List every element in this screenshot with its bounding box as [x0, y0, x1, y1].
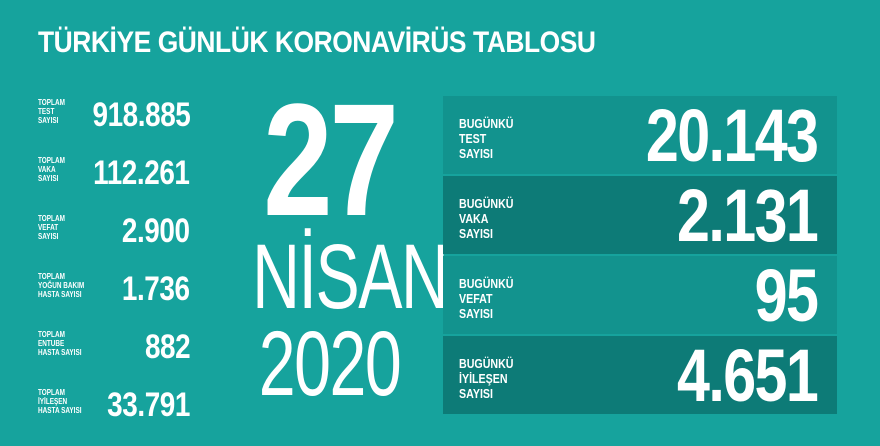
total-deaths: TOPLAM VEFAT SAYISI 2.900 — [38, 212, 190, 272]
today-cases: BUGÜNKÜ VAKA SAYISI 2.131 — [443, 176, 837, 254]
label: TOPLAM YOĞUN BAKIM HASTA SAYISI — [38, 272, 85, 299]
total-cases: TOPLAM VAKA SAYISI 112.261 — [38, 154, 191, 214]
total-intubated: TOPLAM ENTUBE HASTA SAYISI 882 — [38, 328, 191, 388]
label: TOPLAM İYİLEŞEN HASTA SAYISI — [38, 388, 82, 415]
today-recovered: BUGÜNKÜ İYİLEŞEN SAYISI 4.651 — [443, 336, 837, 414]
label: BUGÜNKÜ VEFAT SAYISI — [459, 276, 514, 321]
value: 882 — [144, 328, 191, 366]
label: TOPLAM VAKA SAYISI — [38, 156, 65, 183]
label: TOPLAM VEFAT SAYISI — [38, 214, 65, 241]
label: TOPLAM TEST SAYISI — [38, 98, 65, 125]
label: TOPLAM ENTUBE HASTA SAYISI — [38, 330, 82, 357]
total-test: TOPLAM TEST SAYISI 918.885 — [38, 96, 190, 156]
total-icu: TOPLAM YOĞUN BAKIM HASTA SAYISI 1.736 — [38, 270, 190, 330]
value: 112.261 — [93, 154, 191, 192]
date-month: NİSAN — [252, 226, 449, 328]
label: BUGÜNKÜ TEST SAYISI — [459, 116, 514, 161]
value: 918.885 — [92, 96, 190, 134]
value: 4.651 — [676, 334, 819, 417]
today-test: BUGÜNKÜ TEST SAYISI 20.143 — [443, 96, 837, 174]
date-year: 2020 — [258, 313, 402, 415]
label: BUGÜNKÜ VAKA SAYISI — [459, 196, 514, 241]
date-block: 27 NİSAN 2020 — [222, 70, 449, 415]
total-recovered: TOPLAM İYİLEŞEN HASTA SAYISI 33.791 — [38, 386, 190, 446]
date-day: 27 — [263, 70, 399, 249]
today-deaths: BUGÜNKÜ VEFAT SAYISI 95 — [443, 256, 837, 334]
value: 95 — [754, 254, 818, 337]
value: 1.736 — [122, 270, 190, 308]
value: 20.143 — [645, 94, 819, 177]
value: 2.900 — [122, 212, 190, 250]
value: 2.131 — [676, 174, 819, 257]
page-title: TÜRKİYE GÜNLÜK KORONAVİRÜS TABLOSU — [38, 26, 596, 59]
label: BUGÜNKÜ İYİLEŞEN SAYISI — [459, 356, 514, 401]
today-panel: BUGÜNKÜ TEST SAYISI 20.143 BUGÜNKÜ VAKA S… — [443, 96, 837, 416]
value: 33.791 — [107, 386, 190, 424]
totals-list: TOPLAM TEST SAYISI 918.885 TOPLAM VAKA SA… — [38, 96, 191, 446]
